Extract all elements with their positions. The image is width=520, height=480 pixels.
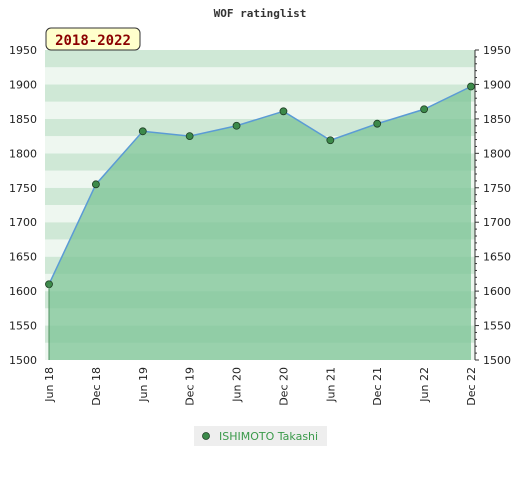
data-point <box>373 119 382 128</box>
y-tick-label-right: 1650 <box>483 251 511 264</box>
data-point <box>467 82 475 91</box>
x-tick-label: Jun 19 <box>137 367 150 403</box>
y-tick-label-right: 1500 <box>483 354 511 367</box>
series-line <box>48 85 472 285</box>
period-label: 2018-2022 <box>45 27 141 51</box>
marker-layer <box>45 82 475 289</box>
area-layer <box>49 86 471 360</box>
line-layer <box>48 85 472 285</box>
legend-marker-icon <box>202 432 210 440</box>
x-tick-label: Dec 19 <box>184 367 197 406</box>
y-tick-label-left: 1700 <box>9 216 37 229</box>
background-band <box>45 50 475 68</box>
y-tick-labels-right: 1500 1550 1600 1650 1700 1750 1800 1850 1900 1950 <box>483 44 511 367</box>
x-tick-label: Jun 20 <box>231 367 244 403</box>
y-tick-labels-left: 1500 1550 1600 1650 1700 1750 1800 1850 1900 1950 <box>9 44 37 367</box>
data-point <box>279 107 288 116</box>
y-tick-label-left: 1900 <box>9 78 37 91</box>
data-point <box>138 127 147 136</box>
legend-label: ISHIMOTO Takashi <box>219 430 318 443</box>
y-tick-label-right: 1850 <box>483 113 511 126</box>
x-tick-label: Dec 22 <box>465 367 478 406</box>
data-point <box>326 136 335 145</box>
background-band <box>45 67 475 85</box>
y-tick-label-left: 1600 <box>9 285 37 298</box>
data-point <box>91 180 100 189</box>
y-tick-label-right: 1900 <box>483 78 511 91</box>
y-tick-label-left: 1800 <box>9 147 37 160</box>
legend-box <box>194 426 327 446</box>
y-tick-label-left: 1950 <box>9 44 37 57</box>
data-point <box>420 105 429 114</box>
chart-title: WOF ratinglist <box>214 7 307 20</box>
axis-layer <box>48 49 479 361</box>
y-tick-label-left: 1650 <box>9 251 37 264</box>
period-label-box <box>45 27 141 51</box>
x-tick-labels: Jun 18 Dec 18 Jun 19 Dec 19 Jun 20 Dec 20 Jun … <box>43 367 478 406</box>
period-label-text: 2018-2022 <box>55 33 131 49</box>
data-point <box>232 121 241 130</box>
x-tick-label: Jun 22 <box>418 367 431 403</box>
x-tick-label: Jun 21 <box>324 367 337 403</box>
y-tick-label-right: 1600 <box>483 285 511 298</box>
y-tick-label-right: 1800 <box>483 147 511 160</box>
data-point <box>185 132 194 141</box>
background-band <box>45 101 475 119</box>
y-tick-label-right: 1550 <box>483 320 511 333</box>
y-tick-label-right: 1950 <box>483 44 511 57</box>
y-tick-label-right: 1700 <box>483 216 511 229</box>
y-tick-label-left: 1500 <box>9 354 37 367</box>
legend: ISHIMOTO Takashi <box>194 426 327 446</box>
x-tick-label: Dec 20 <box>277 367 290 406</box>
y-tick-label-right: 1750 <box>483 182 511 195</box>
series-area-fill <box>49 86 471 360</box>
y-tick-label-left: 1850 <box>9 113 37 126</box>
x-tick-label: Jun 18 <box>43 367 56 403</box>
y-tick-label-left: 1550 <box>9 320 37 333</box>
y-tick-label-left: 1750 <box>9 182 37 195</box>
x-tick-label: Dec 18 <box>90 367 103 406</box>
background-band <box>45 84 475 102</box>
x-tick-label: Dec 21 <box>371 367 384 406</box>
